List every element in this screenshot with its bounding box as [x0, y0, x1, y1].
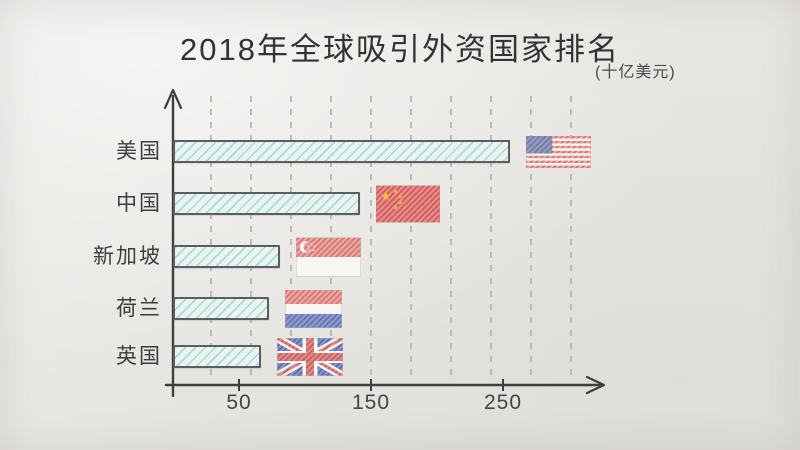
- singapore-flag-icon: [295, 237, 361, 276]
- uk-flag-icon: [277, 337, 344, 376]
- bar-netherlands: [173, 297, 270, 320]
- svg-text:★: ★: [398, 193, 403, 200]
- country-label: 英国: [116, 345, 162, 368]
- gridline: [410, 96, 412, 380]
- svg-text:★: ★: [393, 204, 398, 211]
- x-axis-tickmark: [238, 379, 240, 391]
- bar-usa: [173, 140, 510, 163]
- country-label: 中国: [116, 192, 162, 215]
- unit-label: (十亿美元): [595, 64, 676, 81]
- country-label: 美国: [116, 140, 162, 163]
- x-axis-arrow-icon: [585, 375, 606, 395]
- chart-row-china: 中国 ★ ★ ★ ★ ★: [0, 185, 800, 222]
- x-tick-label-50: 50: [226, 391, 252, 414]
- svg-text:★: ★: [398, 199, 403, 206]
- gridline: [250, 96, 252, 380]
- x-axis-tickmark: [502, 379, 504, 391]
- page-title: 2018年全球吸引外资国家排名: [180, 32, 620, 67]
- x-axis-tickmark: [370, 379, 372, 391]
- svg-text:★: ★: [393, 188, 398, 195]
- bar-uk: [173, 345, 262, 368]
- bar-china: [173, 192, 361, 215]
- y-axis-arrow-icon: [163, 88, 183, 110]
- chart-row-usa: 美国: [0, 135, 800, 168]
- bar-singapore: [173, 245, 280, 268]
- x-tick-label-250: 250: [483, 391, 523, 414]
- x-tick-label-150: 150: [351, 391, 391, 414]
- chart-row-singapore: 新加坡: [0, 237, 800, 276]
- gridline: [450, 96, 452, 380]
- svg-text:★: ★: [380, 189, 392, 204]
- china-flag-icon: ★ ★ ★ ★ ★: [376, 185, 441, 222]
- chart-row-netherlands: 荷兰: [0, 289, 800, 328]
- gridline: [210, 96, 212, 380]
- netherlands-flag-icon: [285, 289, 343, 328]
- gridline: [370, 96, 372, 380]
- usa-flag-icon: [525, 135, 591, 168]
- gridline: [490, 96, 492, 380]
- chart-row-uk: 英国: [0, 337, 800, 376]
- country-label: 荷兰: [116, 297, 162, 320]
- country-label: 新加坡: [93, 245, 162, 268]
